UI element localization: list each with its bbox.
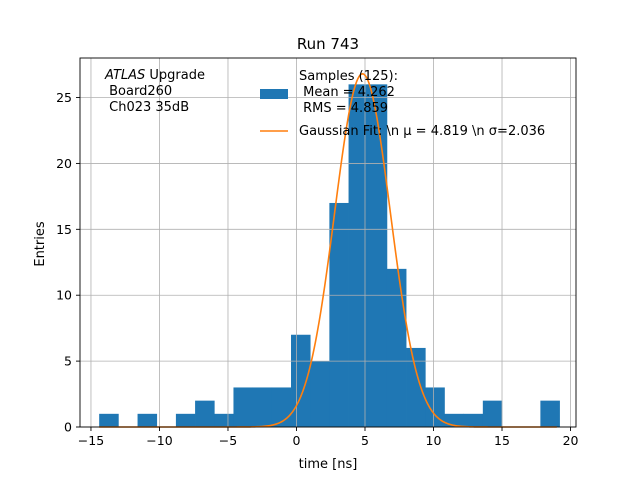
x-tick-label-2: −5 <box>219 433 237 448</box>
legend-fit-label: Gaussian Fit: \n μ = 4.819 \n σ=2.036 <box>299 124 545 139</box>
histogram-bar-11 <box>310 361 330 427</box>
annotation-upgrade: Upgrade <box>145 68 205 83</box>
histogram-bar-10 <box>291 334 311 427</box>
x-tick-label-6: 15 <box>494 433 510 448</box>
x-tick-label-0: −15 <box>78 433 104 448</box>
plot-frame <box>79 57 577 428</box>
annotation-line-3: Ch023 35dB <box>105 100 189 115</box>
histogram-bar-7 <box>233 387 253 427</box>
histogram-bar-2 <box>137 413 158 427</box>
x-tick-label-3: 0 <box>293 433 301 448</box>
annotation-italic-atlas: ATLAS <box>104 68 145 83</box>
annotation-line-2: Board260 <box>105 84 172 99</box>
y-tick-label-0: 0 <box>64 420 72 435</box>
histogram-bar-15 <box>386 268 407 427</box>
x-axis-label: time [ns] <box>299 457 358 472</box>
y-tick-label-4: 20 <box>56 156 72 171</box>
annotation-line-1: ATLAS Upgrade <box>104 68 205 83</box>
y-tick-label-1: 5 <box>64 354 72 369</box>
legend-hist-line-3: RMS = 4.859 <box>299 101 388 116</box>
histogram-bar-13 <box>348 84 369 428</box>
histogram-bar-16 <box>406 347 426 427</box>
legend-hist-swatch <box>260 89 288 99</box>
legend-hist-line-1: Samples (125): <box>299 69 398 84</box>
histogram-bar-4 <box>175 413 196 427</box>
y-axis-label: Entries <box>33 221 48 267</box>
x-tick-label-4: 5 <box>361 433 369 448</box>
y-tick-label-5: 25 <box>56 90 72 105</box>
chart-title: Run 743 <box>297 35 359 53</box>
x-tick-label-5: 10 <box>426 433 442 448</box>
histogram-bar-23 <box>540 400 560 427</box>
histogram-bar-0 <box>99 413 119 427</box>
histogram-bar-6 <box>214 413 234 427</box>
histogram-bar-9 <box>271 387 292 427</box>
histogram-bar-14 <box>367 84 388 428</box>
histogram-bar-8 <box>252 387 273 427</box>
x-tick-label-7: 20 <box>563 433 579 448</box>
histogram-bar-20 <box>482 400 503 427</box>
histogram-bar-19 <box>463 413 484 427</box>
histogram-bar-12 <box>329 202 349 427</box>
histogram-bar-17 <box>425 387 445 427</box>
histogram-bar-5 <box>195 400 215 427</box>
y-tick-label-3: 15 <box>56 222 72 237</box>
x-tick-label-1: −10 <box>146 433 172 448</box>
y-tick-label-2: 10 <box>56 288 72 303</box>
legend-hist-line-2: Mean = 4.262 <box>299 85 395 100</box>
